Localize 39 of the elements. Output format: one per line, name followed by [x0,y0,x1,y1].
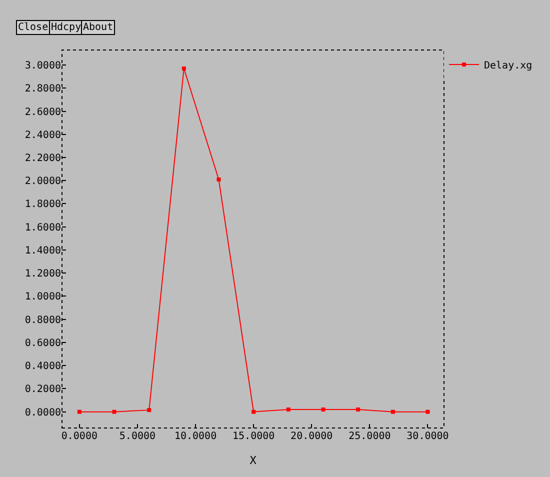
point [147,408,152,412]
point [356,408,360,412]
y-tick-label: 2.8000 [24,84,61,95]
y-tick-label: 0.0000 [24,407,61,418]
point [286,408,290,412]
text: Close [18,22,48,33]
text: About [83,22,114,33]
y-tick-label: 2.6000 [24,106,61,118]
y-tick-label: 0.4000 [24,361,61,372]
point [77,410,82,414]
point [112,410,116,414]
x-tick-label: 0.0000 [61,431,98,442]
point [390,410,395,414]
x-axis-title: X [250,454,257,468]
x-tick-label: 30.0000 [406,431,449,442]
y-tick-label: 1.8000 [24,199,61,210]
point [321,408,326,412]
y-tick-label: 2.4000 [24,130,61,141]
point [426,410,430,414]
x-tick-label: 20.0000 [290,431,333,442]
legend-label: Delay.xg [484,60,532,72]
x-tick-label: 5.0000 [119,431,156,442]
y-tick-label: 3.0000 [24,60,61,72]
point [182,66,186,70]
y-tick-label: 1.2000 [24,268,61,280]
y-tick-label: 0.8000 [24,314,61,326]
y-tick-label: 0.6000 [24,338,61,349]
text: Hdcpy [51,22,82,33]
y-tick-label: 1.6000 [24,222,61,234]
x-tick-label: 25.0000 [348,431,391,442]
point [252,410,256,414]
y-tick-label: 1.4000 [24,245,61,256]
y-tick-label: 2.0000 [24,176,61,188]
x-tick-label: 15.0000 [232,431,275,442]
y-tick-label: 0.2000 [24,384,61,396]
y-tick-label: 2.2000 [24,153,61,164]
x-tick-label: 10.0000 [174,431,217,442]
y-tick-label: 1.0000 [24,292,61,303]
point [216,177,221,182]
